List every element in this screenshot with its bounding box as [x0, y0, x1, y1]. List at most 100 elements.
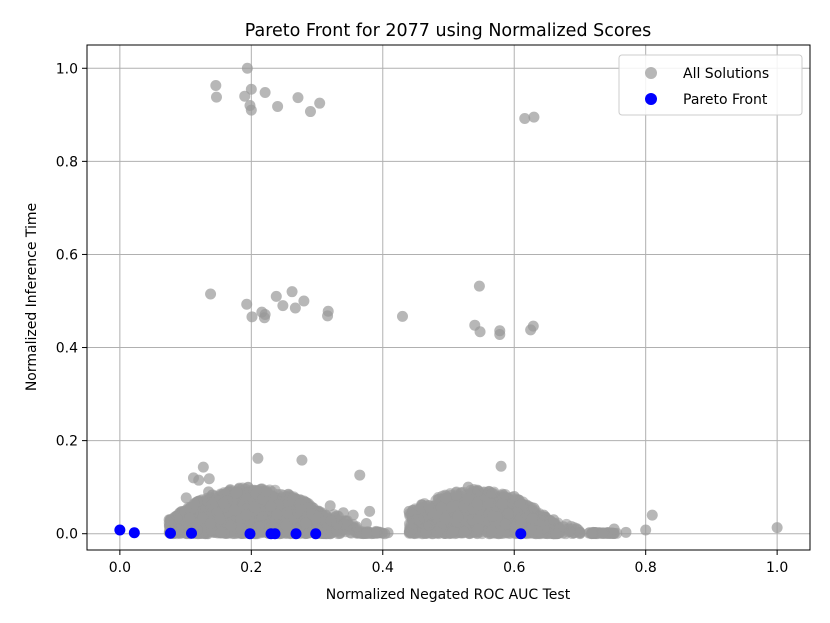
legend-pareto-front-marker [645, 93, 657, 105]
all-solutions-point [193, 474, 205, 486]
all-solutions-point [482, 497, 494, 509]
x-axis: 0.0 0.2 0.4 0.6 0.8 1.0 [109, 550, 788, 576]
all-solutions-point [258, 312, 270, 324]
chart-title: Pareto Front for 2077 using Normalized S… [245, 21, 652, 41]
pareto-front-point [244, 528, 256, 540]
all-solutions-point [462, 493, 474, 505]
all-solutions-point [450, 489, 462, 501]
all-solutions-point [526, 512, 538, 524]
all-solutions-point [473, 280, 485, 292]
all-solutions-point [245, 104, 257, 116]
y-tick-label: 0.2 [56, 434, 78, 450]
all-solutions-point [254, 527, 266, 539]
all-solutions-point [354, 469, 366, 481]
all-solutions-point [439, 513, 451, 525]
all-solutions-point [241, 62, 253, 74]
all-solutions-point [472, 514, 484, 526]
all-solutions-point [184, 512, 196, 524]
all-solutions-point [241, 298, 253, 310]
all-solutions-point [272, 100, 284, 112]
all-solutions-point [499, 489, 511, 501]
x-tick-label: 0.0 [109, 560, 131, 576]
legend-all-solutions-marker [645, 67, 657, 79]
all-solutions-point [337, 507, 349, 519]
y-tick-label: 1.0 [56, 61, 78, 77]
all-solutions-point [239, 90, 251, 102]
all-solutions-point [173, 523, 185, 535]
all-solutions-point [487, 510, 499, 522]
pareto-front-point [164, 527, 176, 539]
all-solutions-point [574, 526, 586, 538]
all-solutions-point [508, 490, 520, 502]
all-solutions-point [215, 526, 227, 538]
pareto-front-point [114, 524, 126, 536]
all-solutions-point [304, 106, 316, 118]
all-solutions-point [528, 502, 540, 514]
all-solutions-point [486, 487, 498, 499]
all-solutions-point [494, 329, 506, 341]
all-solutions-point [471, 497, 483, 509]
all-solutions-point [608, 523, 620, 535]
pareto-front-point [128, 527, 140, 539]
all-solutions-point [440, 492, 452, 504]
pareto-front-point [269, 528, 281, 540]
x-axis-label: Normalized Negated ROC AUC Test [326, 587, 571, 603]
all-solutions-point [435, 501, 447, 513]
all-solutions-point [496, 498, 508, 510]
all-solutions-point [295, 503, 307, 515]
all-solutions-point [210, 91, 222, 103]
all-solutions-point [188, 498, 200, 510]
all-solutions-point [231, 486, 243, 498]
legend-box [618, 54, 803, 116]
y-axis-label: Normalized Inference Time [24, 203, 40, 391]
all-solutions-point [203, 486, 215, 498]
pareto-front-point [186, 527, 198, 539]
legend: All Solutions Pareto Front [618, 54, 803, 116]
all-solutions-point [423, 519, 435, 531]
all-solutions-point [361, 527, 373, 539]
y-axis: 0.0 0.2 0.4 0.6 0.8 1.0 [56, 61, 87, 543]
all-solutions-point [180, 492, 192, 504]
all-solutions-point [347, 509, 359, 521]
all-solutions-point [528, 111, 540, 123]
all-solutions-point [445, 501, 457, 513]
x-tick-label: 0.4 [372, 560, 394, 576]
all-solutions-point [500, 518, 512, 530]
all-solutions-point [259, 86, 271, 98]
all-solutions-point [452, 511, 464, 523]
all-solutions-point [370, 525, 382, 537]
grid [87, 45, 810, 550]
all-solutions-point [515, 517, 527, 529]
all-solutions-point [472, 523, 484, 535]
all-solutions-point [296, 454, 308, 466]
pareto-front-points [114, 524, 527, 540]
all-solutions-point [519, 113, 531, 125]
all-solutions-point [270, 290, 282, 302]
legend-all-solutions-label: All Solutions [683, 66, 769, 82]
y-tick-label: 0.4 [56, 341, 78, 357]
all-solutions-point [298, 295, 310, 307]
all-solutions-point [364, 505, 376, 517]
all-solutions-point [502, 508, 514, 520]
all-solutions-point [396, 310, 408, 322]
all-solutions-point [538, 509, 550, 521]
all-solutions-point [205, 288, 217, 300]
all-solutions-point [217, 497, 229, 509]
all-solutions-point [248, 501, 260, 513]
all-solutions-point [210, 79, 222, 91]
all-solutions-point [406, 523, 418, 535]
all-solutions-point [246, 311, 258, 323]
all-solutions-point [312, 512, 324, 524]
all-solutions-point [256, 511, 268, 523]
all-solutions-point [214, 513, 226, 525]
all-solutions-point [446, 526, 458, 538]
all-solutions-point [458, 526, 470, 538]
all-solutions-point [360, 517, 372, 529]
x-tick-label: 0.6 [503, 560, 525, 576]
pareto-front-point [290, 528, 302, 540]
all-solutions-point [472, 485, 484, 497]
all-solutions-point [286, 286, 298, 298]
all-solutions-point [314, 97, 326, 109]
all-solutions-point [245, 83, 257, 95]
